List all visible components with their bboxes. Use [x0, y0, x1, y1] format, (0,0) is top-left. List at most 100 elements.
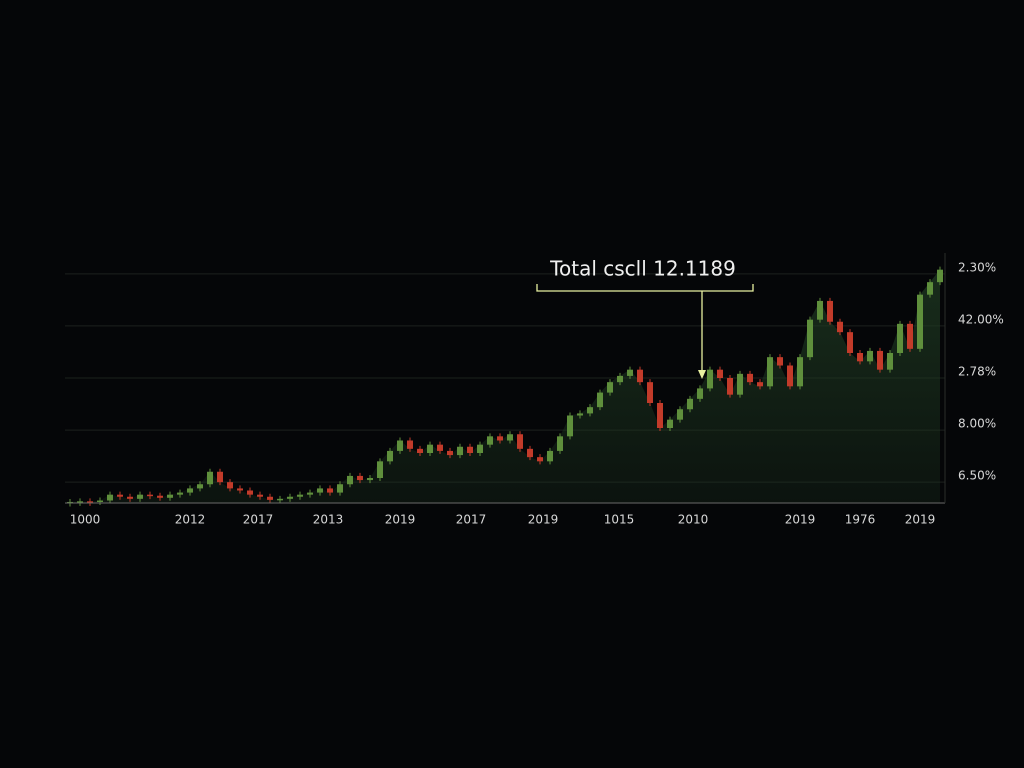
candle-body — [877, 350, 883, 370]
candle-body — [437, 444, 443, 451]
candle-body — [287, 496, 293, 499]
candle-body — [567, 415, 573, 437]
candle-body — [917, 294, 923, 349]
candle-body — [107, 494, 113, 501]
candle-body — [597, 392, 603, 408]
candle-body — [467, 446, 473, 453]
candle-body — [607, 382, 613, 393]
candle-body — [347, 475, 353, 485]
candle-body — [817, 300, 823, 320]
candle-body — [677, 409, 683, 420]
candle-body — [657, 403, 663, 428]
candle-body — [937, 269, 943, 283]
candle-body — [907, 323, 913, 349]
candle-body — [97, 500, 103, 502]
candle-body — [537, 457, 543, 462]
area — [70, 269, 940, 503]
candle-body — [687, 398, 693, 410]
x-tick-label: 2017 — [243, 513, 274, 527]
candle-body — [887, 353, 893, 370]
candle-body — [267, 496, 273, 500]
candle-body — [217, 471, 223, 483]
candle-body — [137, 494, 143, 499]
candle-body — [77, 501, 83, 503]
x-tick-label: 2010 — [678, 513, 709, 527]
candle-body — [207, 471, 213, 485]
candle-body — [247, 490, 253, 495]
candle-body — [487, 436, 493, 445]
candle-body — [377, 461, 383, 478]
candle-body — [867, 350, 873, 362]
candle-body — [807, 319, 813, 358]
candle-body — [777, 357, 783, 366]
candle-body — [627, 369, 633, 376]
candle-body — [857, 353, 863, 362]
candle-body — [197, 484, 203, 489]
x-tick-label: 2019 — [905, 513, 936, 527]
candle-body — [717, 369, 723, 378]
candle-body — [527, 448, 533, 458]
x-tick-label: 1976 — [845, 513, 876, 527]
y-tick-label: 8.00% — [958, 417, 996, 431]
candle-body — [257, 494, 263, 497]
candle-body — [157, 495, 163, 498]
candle-body — [647, 382, 653, 403]
candle-body — [117, 494, 123, 497]
y-tick-label: 6.50% — [958, 469, 996, 483]
candle-body — [737, 373, 743, 395]
plot-area — [65, 266, 945, 507]
candle-body — [387, 450, 393, 462]
y-tick-label: 2.78% — [958, 365, 996, 379]
x-tick-label: 2012 — [175, 513, 206, 527]
candle-body — [837, 321, 843, 333]
candle-body — [447, 450, 453, 456]
candle-body — [87, 501, 93, 503]
candle-body — [637, 369, 643, 383]
candle-body — [277, 498, 283, 501]
candle-body — [557, 436, 563, 451]
candle-body — [727, 378, 733, 395]
candle-body — [417, 448, 423, 453]
candle-body — [227, 482, 233, 489]
candle-body — [477, 444, 483, 453]
candle-body — [827, 300, 833, 322]
annotation-text: Total cscll 12.1189 — [549, 257, 736, 281]
candle-body — [237, 488, 243, 491]
candle-body — [667, 419, 673, 428]
candle-body — [357, 475, 363, 481]
candle-body — [497, 436, 503, 441]
candle-body — [787, 365, 793, 387]
candle-body — [767, 357, 773, 387]
candle-body — [897, 323, 903, 353]
x-tick-label: 2017 — [456, 513, 487, 527]
candle-body — [847, 332, 853, 353]
x-tick-label: 2013 — [313, 513, 344, 527]
x-tick-label: 1000 — [70, 513, 101, 527]
x-tick-label: 2019 — [385, 513, 416, 527]
candle-body — [187, 488, 193, 493]
candle-body — [167, 494, 173, 498]
candle-body — [927, 282, 933, 295]
y-tick-label: 42.00% — [958, 312, 1004, 326]
candle-body — [757, 382, 763, 387]
candle-body — [297, 494, 303, 497]
candle-body — [307, 492, 313, 495]
candle-body — [517, 434, 523, 449]
annotation-bracket — [536, 284, 754, 292]
candle-body — [697, 388, 703, 399]
candle-body — [587, 407, 593, 414]
candle-body — [317, 488, 323, 493]
candle-body — [797, 357, 803, 387]
candle-body — [427, 444, 433, 453]
candle-body — [327, 488, 333, 493]
candle-body — [337, 484, 343, 493]
candle-body — [407, 440, 413, 449]
candle-body — [457, 446, 463, 456]
x-tick-label: 2019 — [528, 513, 559, 527]
x-tick-label: 2019 — [785, 513, 816, 527]
candle-body — [577, 413, 583, 416]
candle-body — [367, 478, 373, 481]
candle-body — [747, 373, 753, 383]
candle-body — [547, 450, 553, 462]
